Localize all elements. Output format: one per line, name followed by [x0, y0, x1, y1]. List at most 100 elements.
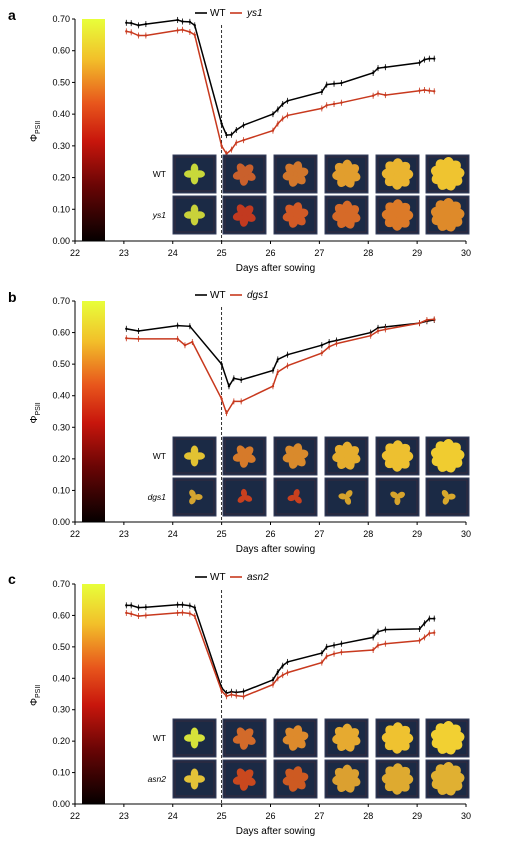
plant-leaf: [443, 777, 457, 796]
data-point: [340, 651, 343, 654]
x-axis-title: Days after sowing: [236, 544, 315, 555]
plant-leaf: [190, 445, 199, 457]
image-inner-frame: [377, 156, 418, 192]
data-point: [276, 108, 280, 111]
plant-image: [222, 436, 267, 476]
plant-leaf: [345, 452, 361, 464]
image-inner-frame: [427, 761, 468, 797]
plant-image: [375, 195, 420, 235]
data-point: [327, 340, 331, 344]
colorbar: [82, 301, 105, 522]
x-tick-label: 28: [363, 248, 373, 258]
data-point: [225, 411, 228, 415]
plant-center: [192, 454, 197, 458]
plant-leaf: [190, 727, 199, 739]
y-tick-label: 0.40: [52, 673, 70, 683]
plant-image: [375, 477, 420, 517]
data-point: [193, 33, 196, 37]
data-point: [423, 88, 426, 92]
x-tick-label: 27: [314, 248, 324, 258]
y-tick-label: 0.20: [52, 454, 70, 464]
image-inner-frame: [224, 197, 265, 233]
plant-center: [242, 171, 247, 177]
data-point: [286, 660, 289, 664]
plant-center: [343, 776, 350, 782]
data-point: [137, 329, 140, 333]
y-axis-title-main: Φ: [29, 698, 40, 706]
data-point: [144, 606, 148, 609]
data-point: [423, 636, 426, 639]
data-point: [176, 603, 179, 606]
y-axis-title-sub: PSII: [35, 402, 42, 415]
data-point: [286, 364, 289, 367]
image-inner-frame: [174, 720, 215, 756]
plant-leaf: [345, 211, 361, 223]
data-point: [423, 622, 426, 625]
plant-image: [324, 718, 369, 758]
data-point: [235, 141, 238, 144]
data-point: [418, 627, 421, 631]
y-tick-label: 0.50: [52, 642, 70, 652]
data-point: [183, 344, 187, 347]
plant-center: [343, 453, 350, 459]
y-tick-label: 0.70: [52, 579, 70, 589]
plant-leaf: [294, 208, 309, 219]
plant-center: [242, 735, 247, 741]
data-point: [220, 122, 223, 125]
plant-center: [344, 495, 349, 499]
plant-leaf: [443, 454, 457, 473]
image-inner-frame: [377, 438, 418, 474]
plant-image: [172, 154, 217, 194]
y-axis-title-sub: PSII: [35, 685, 42, 698]
data-point: [271, 385, 275, 388]
data-point: [384, 93, 387, 97]
plant-image: [222, 759, 267, 799]
data-point: [137, 614, 140, 618]
plant-leaf: [443, 213, 457, 232]
data-point: [125, 337, 128, 340]
image-row-label: WT: [153, 451, 166, 461]
data-point: [332, 652, 336, 655]
x-tick-label: 29: [412, 248, 422, 258]
x-axis-title: Days after sowing: [236, 263, 315, 274]
image-inner-frame: [377, 720, 418, 756]
plant-center: [444, 171, 451, 177]
plant-image: [273, 759, 318, 799]
data-point: [376, 644, 380, 647]
plant-image: [172, 436, 217, 476]
data-point: [225, 691, 228, 695]
plant-leaf: [293, 489, 300, 498]
data-point: [271, 678, 275, 682]
plant-image: [222, 195, 267, 235]
plant-image: [324, 436, 369, 476]
data-point: [225, 152, 228, 155]
data-point: [188, 30, 192, 34]
plant-image: [425, 477, 470, 517]
y-tick-label: 0.30: [52, 422, 70, 432]
data-point: [271, 683, 275, 686]
plant-image: [273, 477, 318, 517]
data-point: [220, 689, 223, 693]
data-point: [332, 102, 336, 106]
data-point: [325, 645, 328, 649]
image-inner-frame: [224, 479, 265, 515]
data-point: [371, 71, 375, 75]
y-axis-title-sub: PSII: [35, 121, 42, 134]
image-inner-frame: [174, 761, 215, 797]
image-inner-frame: [427, 197, 468, 233]
plant-center: [293, 212, 298, 218]
x-tick-label: 26: [265, 811, 275, 821]
image-frame: [324, 477, 369, 517]
panel-label: c: [8, 571, 16, 587]
plant-image: [172, 718, 217, 758]
data-point: [130, 21, 133, 25]
image-inner-frame: [326, 197, 367, 233]
y-tick-label: 0.30: [52, 705, 70, 715]
plant-center: [343, 735, 350, 741]
data-point: [235, 128, 238, 132]
x-tick-label: 27: [314, 529, 324, 539]
series-line: [126, 611, 435, 698]
series-wt: [125, 16, 436, 139]
data-point: [130, 604, 133, 607]
image-inner-frame: [275, 197, 316, 233]
